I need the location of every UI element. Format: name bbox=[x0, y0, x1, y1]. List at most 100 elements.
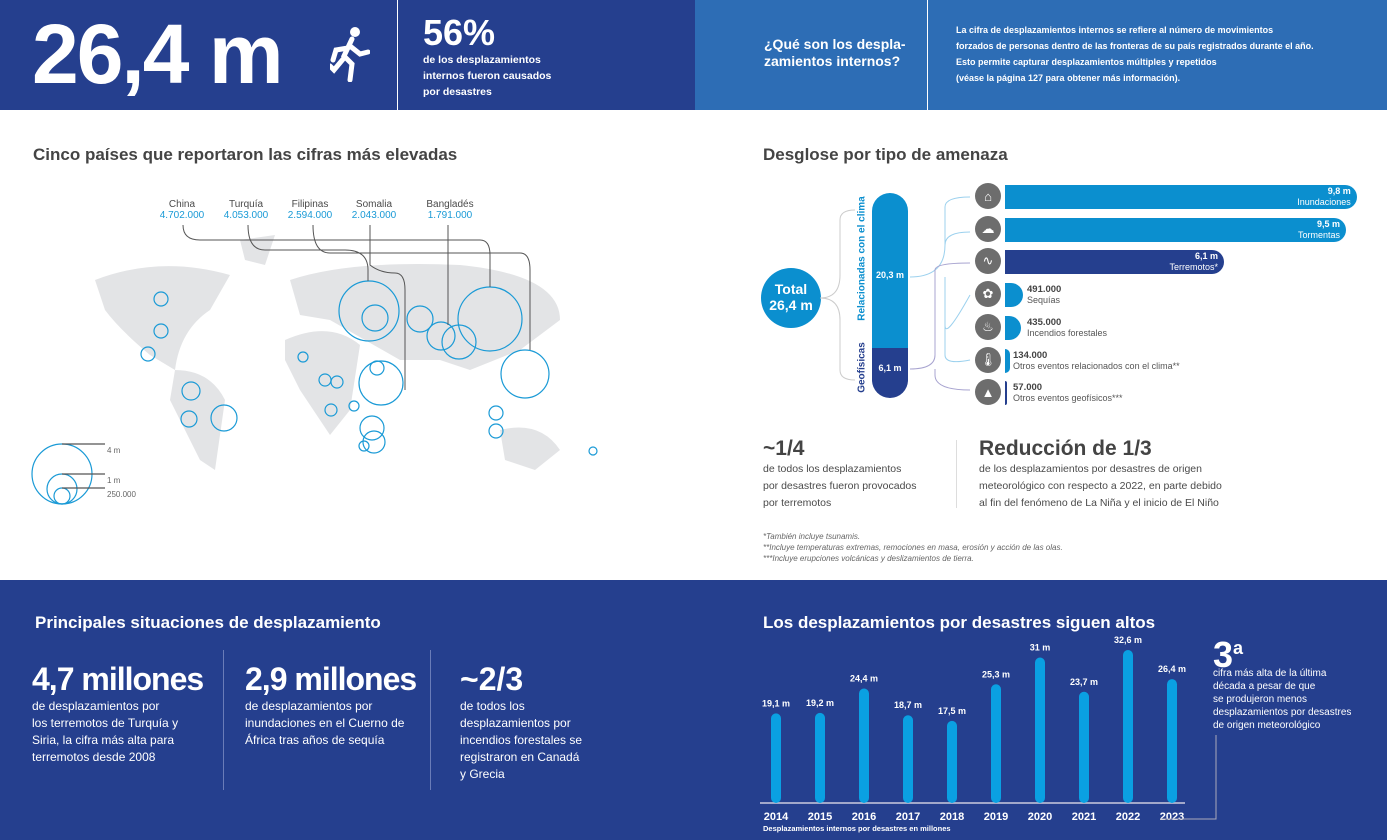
text-line: de todos los desplazamientos bbox=[763, 463, 902, 475]
reduction-text: de los desplazamientos por desastres de … bbox=[979, 461, 1222, 512]
hazard-bar bbox=[1005, 348, 1010, 373]
country-name: Turquía bbox=[228, 199, 264, 210]
hazard-label: 491.000 Sequías bbox=[1027, 284, 1061, 306]
text-line: de desplazamientos por bbox=[245, 699, 373, 713]
text-line: los terremotos de Turquía y bbox=[32, 716, 179, 730]
text-line: Siria, la cifra más alta para bbox=[32, 733, 175, 747]
hazard-row: 🌡 134.000 Otros eventos relacionados con e… bbox=[975, 346, 1375, 375]
situations-title: Principales situaciones de desplazamient… bbox=[35, 613, 381, 632]
circle-philippines bbox=[500, 349, 550, 399]
situation-figure: 4,7 millones bbox=[32, 661, 204, 697]
hazard-label: 6,1 m Terremotos* bbox=[1005, 251, 1218, 273]
country-name: Somalia bbox=[355, 199, 393, 210]
continents bbox=[95, 235, 560, 470]
hazard-bar bbox=[1005, 185, 1357, 209]
country-value: 2.594.000 bbox=[287, 210, 333, 221]
hazard-type: Otros eventos geofísicos*** bbox=[1013, 393, 1123, 404]
x-tick-label: 2018 bbox=[940, 811, 964, 823]
divider bbox=[430, 650, 431, 790]
text-line: por desastres fueron provocados bbox=[763, 480, 917, 492]
hazard-type: Otros eventos relacionados con el clima*… bbox=[1013, 360, 1180, 371]
hazard-type: Tormentas bbox=[1298, 229, 1341, 240]
top-countries: China 4.702.000 Turquía 4.053.000 Filipina… bbox=[150, 199, 482, 221]
geophysical-value: 6,1 m bbox=[878, 363, 902, 373]
bar-label: 32,6 m bbox=[1114, 635, 1142, 645]
legend-4m: 4 m bbox=[107, 446, 121, 455]
hazard-bar bbox=[1005, 283, 1023, 308]
x-tick-label: 2020 bbox=[1028, 811, 1052, 823]
connector-lines bbox=[820, 196, 971, 391]
bar-label: 19,2 m bbox=[806, 698, 834, 708]
x-tick-label: 2017 bbox=[896, 811, 920, 823]
circle-somalia bbox=[358, 360, 404, 406]
bar-chart: 19,1 m 2014 19,2 m 2015 24,4 m 2016 18,7 m 2017… bbox=[760, 635, 1186, 823]
text-line: desplazamientos por bbox=[460, 716, 571, 730]
bar-label: 31 m bbox=[1030, 643, 1051, 653]
hazard-row: ⌂ 9,8 m Inundaciones bbox=[975, 183, 1375, 211]
country-value: 1.791.000 bbox=[427, 210, 473, 221]
geophysical-label: Geofísicas bbox=[856, 342, 868, 393]
bar-2022 bbox=[1123, 650, 1133, 803]
text-line: por terremotos bbox=[763, 497, 832, 509]
x-tick-label: 2019 bbox=[984, 811, 1008, 823]
situation-text: de desplazamientos por los terremotos de … bbox=[32, 698, 232, 766]
climate-label: Relacionadas con el clima bbox=[856, 196, 868, 321]
hazard-type: Inundaciones bbox=[1297, 197, 1351, 207]
percentage-text: de los desplazamientos internos fueron ca… bbox=[423, 52, 551, 100]
country-name: Filipinas bbox=[291, 199, 329, 210]
wildfire-icon: ♨ bbox=[975, 313, 1001, 340]
text-line: década a pesar de que bbox=[1213, 681, 1316, 692]
hazard-type: Terremotos* bbox=[1169, 262, 1218, 273]
text-line: cifra más alta de la última bbox=[1213, 668, 1327, 679]
definition-text: La cifra de desplazamientos internos se … bbox=[956, 22, 1314, 86]
bar-label: 19,1 m bbox=[762, 698, 790, 708]
situation-text: de desplazamientos por inundaciones en el… bbox=[245, 698, 445, 749]
volcano-icon: ▲ bbox=[975, 379, 1001, 406]
text-line: registraron en Canadá bbox=[460, 750, 580, 764]
hazard-type: Incendios forestales bbox=[1027, 327, 1108, 338]
text-line: al fin del fenómeno de La Niña y el inic… bbox=[979, 497, 1219, 509]
text-line: (véase la página 127 para obtener más in… bbox=[956, 73, 1181, 83]
text-line: de los desplazamientos bbox=[423, 54, 541, 66]
bar-label: 18,7 m bbox=[894, 700, 922, 710]
country-philippines: Filipinas 2.594.000 bbox=[278, 199, 342, 221]
percentage-figure: 56% bbox=[423, 12, 496, 53]
storm-icon: ☁ bbox=[975, 215, 1001, 242]
rank-figure: 3a bbox=[1213, 634, 1243, 676]
bar-label: 26,4 m bbox=[1158, 664, 1186, 674]
rank-number: 3 bbox=[1213, 634, 1234, 675]
divider bbox=[397, 0, 398, 110]
hazard-bar bbox=[1005, 315, 1021, 340]
situation-figure: ~2/3 bbox=[460, 661, 524, 697]
text-line: zamientos internos? bbox=[764, 53, 901, 69]
bar-2019 bbox=[991, 684, 1001, 803]
country-value: 2.043.000 bbox=[351, 210, 397, 221]
country-name: Bangladés bbox=[426, 199, 474, 210]
hazard-label: 57.000 Otros eventos geofísicos*** bbox=[1013, 382, 1123, 404]
text-line: se produjeron menos bbox=[1213, 694, 1307, 705]
callout-connector bbox=[1160, 735, 1217, 820]
bar-2016 bbox=[859, 688, 869, 803]
flood-icon: ⌂ bbox=[975, 183, 1001, 209]
quarter-text: de todos los desplazamientos por desastre… bbox=[763, 461, 917, 512]
bar-label: 17,5 m bbox=[938, 706, 966, 716]
displacement-circles bbox=[140, 280, 598, 456]
hazard-row: ☁ 9,5 m Tormentas bbox=[975, 215, 1375, 244]
chart-xlabel: Desplazamientos internos por desastres e… bbox=[763, 824, 951, 833]
legend-1m: 1 m bbox=[107, 476, 121, 485]
climate-value: 20,3 m bbox=[875, 270, 905, 280]
text-line: ¿Qué son los despla- bbox=[764, 36, 906, 52]
situation-figure: 2,9 millones bbox=[245, 661, 417, 697]
hazard-value: 6,1 m bbox=[1194, 251, 1218, 262]
hazard-label: 435.000 Incendios forestales bbox=[1027, 317, 1107, 339]
hazard-type: Sequías bbox=[1027, 295, 1061, 306]
text-line: internos fueron causados bbox=[423, 70, 552, 82]
country-somalia: Somalia 2.043.000 bbox=[342, 199, 406, 221]
situation-3: ~2/3 de todos los desplazamientos por ince… bbox=[460, 661, 660, 783]
definition-question: ¿Qué son los despla-zamientos internos? bbox=[764, 36, 906, 70]
total-displacement-figure: 26,4 m bbox=[32, 7, 284, 101]
chart-title: Los desplazamientos por desastres siguen… bbox=[763, 613, 1156, 632]
hazard-value: 491.000 bbox=[1027, 284, 1062, 296]
text-line: África tras años de sequía bbox=[245, 733, 385, 747]
x-tick-label: 2022 bbox=[1116, 811, 1140, 823]
